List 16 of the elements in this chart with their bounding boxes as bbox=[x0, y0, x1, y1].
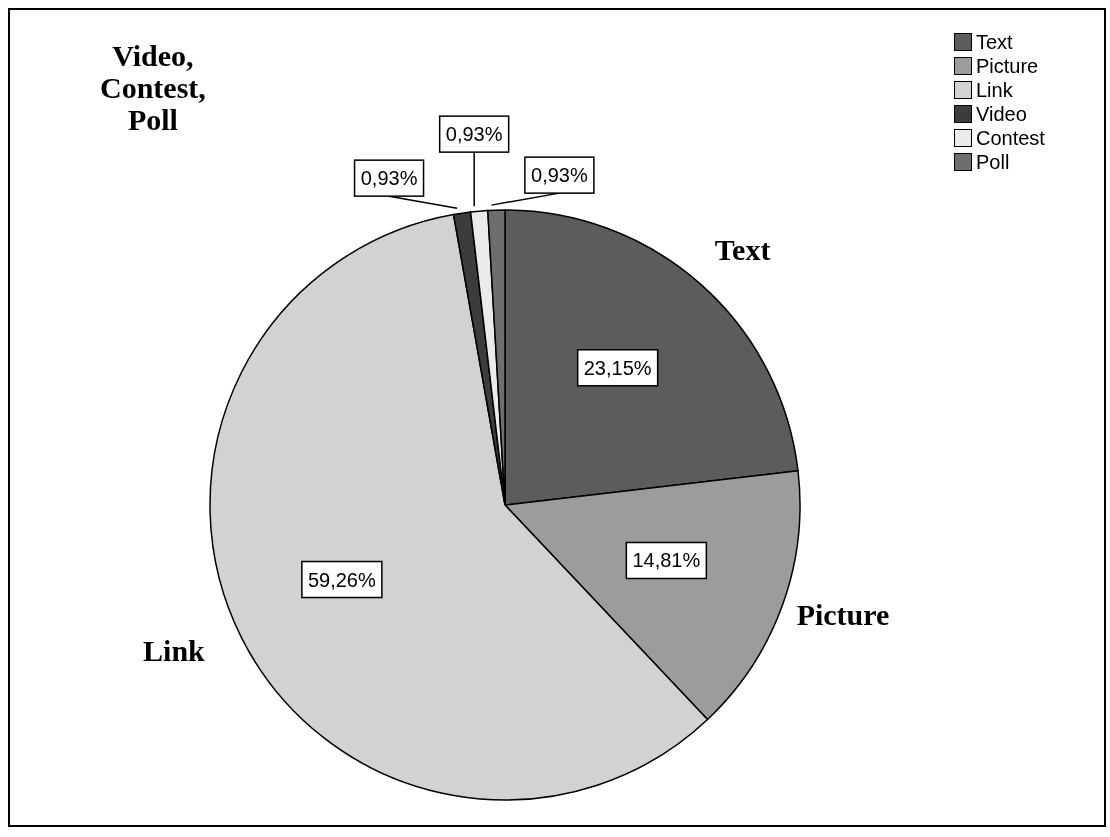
slice-label: Link bbox=[143, 633, 206, 667]
legend-label: Poll bbox=[976, 150, 1010, 174]
legend-label: Text bbox=[976, 30, 1013, 54]
legend-label: Link bbox=[976, 78, 1013, 102]
data-label: 59,26% bbox=[307, 568, 376, 591]
slice-label: Picture bbox=[796, 597, 890, 631]
data-label: 0,93% bbox=[531, 164, 588, 187]
legend-label: Contest bbox=[976, 126, 1045, 150]
data-label: 0,93% bbox=[445, 123, 503, 146]
legend-label: Video bbox=[976, 102, 1027, 126]
data-label: 0,93% bbox=[360, 167, 418, 190]
slice-label: Text bbox=[714, 232, 771, 266]
data-label: 14,81% bbox=[632, 549, 701, 572]
legend-label: Picture bbox=[976, 54, 1039, 78]
text: Video, Contest, Poll bbox=[100, 39, 206, 136]
data-label: 23,15% bbox=[583, 356, 652, 379]
